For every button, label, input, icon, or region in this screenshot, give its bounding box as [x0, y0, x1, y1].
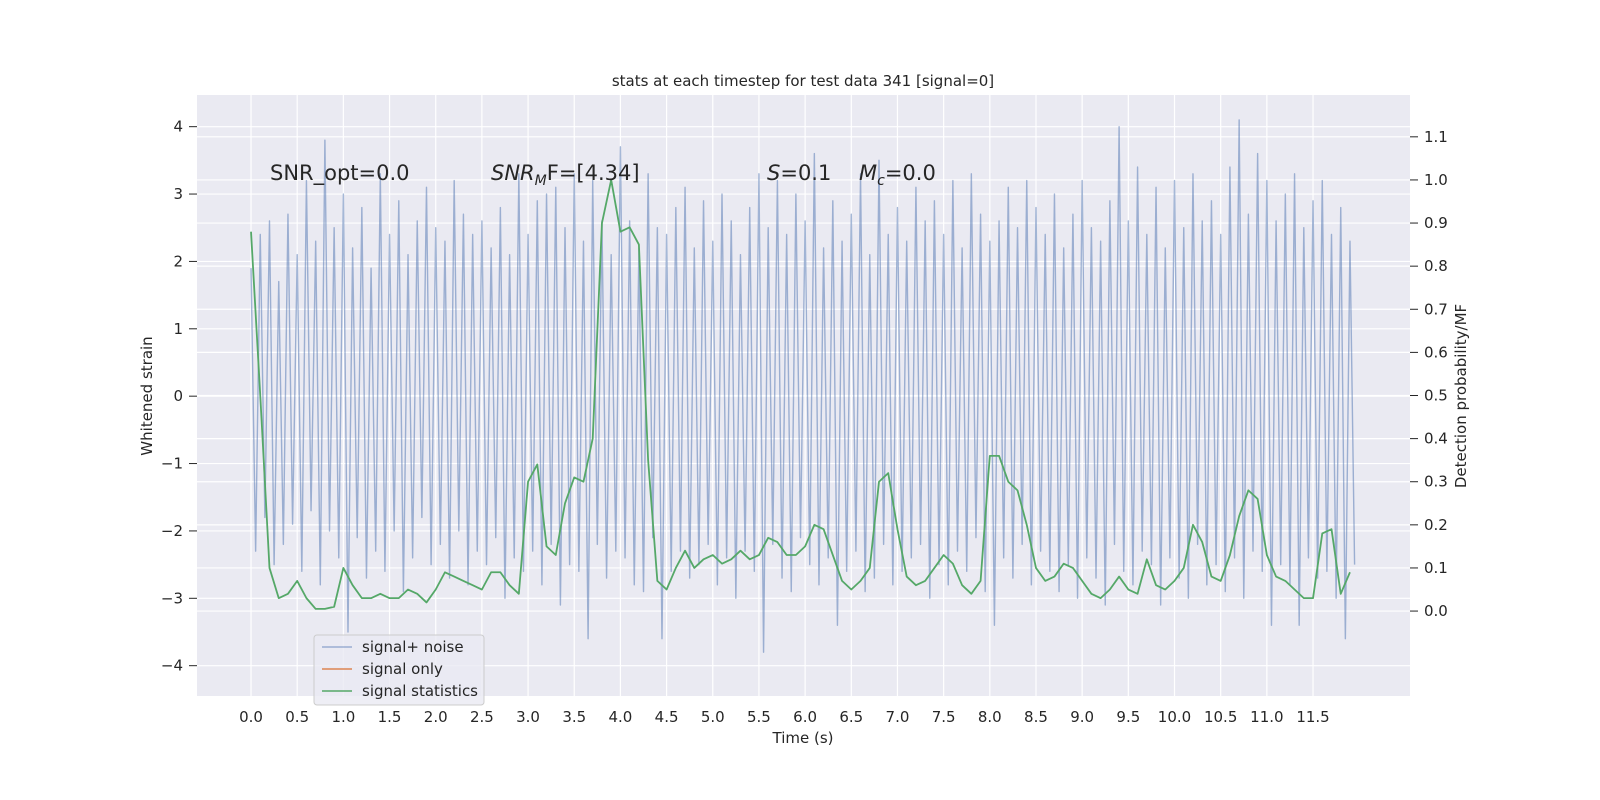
chart-title: stats at each timestep for test data 341…: [612, 72, 994, 90]
x-tick-label: 0.5: [285, 708, 309, 726]
x-tick-label: 5.0: [701, 708, 725, 726]
series-line: [250, 179, 1351, 610]
x-tick-label: 3.5: [562, 708, 586, 726]
x-tick-label: 8.5: [1024, 708, 1048, 726]
x-tick-label: 5.5: [747, 708, 771, 726]
annotation-tail: =0.1: [780, 161, 831, 185]
annotation-sub: M: [535, 173, 547, 189]
y2-tick-label: 0.0: [1424, 602, 1448, 620]
annotation-tail: F=[4.34]: [547, 161, 640, 185]
y-axis-label: Whitened strain: [138, 336, 156, 455]
x-tick-label: 6.0: [793, 708, 817, 726]
legend-label: signal only: [362, 660, 443, 678]
annotation-main: M: [859, 161, 877, 185]
x-tick-label: 9.0: [1070, 708, 1094, 726]
y2-tick-label: 0.2: [1424, 516, 1448, 534]
y2-tick-label: 0.8: [1424, 257, 1448, 275]
legend-label: signal+ noise: [362, 638, 464, 656]
annotation-sub: c: [877, 173, 885, 189]
y-tick-label: 2: [173, 252, 183, 270]
y2-tick-label: 0.3: [1424, 473, 1448, 491]
x-tick-label: 4.5: [655, 708, 679, 726]
x-tick-label: 7.5: [932, 708, 956, 726]
y2-tick-label: 0.9: [1424, 214, 1448, 232]
legend-box: [313, 634, 485, 706]
annotation-tail: =0.0: [885, 161, 936, 185]
y2-tick-label: 0.1: [1424, 559, 1448, 577]
x-tick-label: 1.0: [331, 708, 355, 726]
series-line: [250, 119, 1356, 653]
x-tick-label: 10.0: [1158, 708, 1191, 726]
x-tick-label: 9.5: [1116, 708, 1140, 726]
y2-tick-label: 1.1: [1424, 128, 1448, 146]
x-tick-label: 4.0: [608, 708, 632, 726]
y-tick-label: 3: [173, 185, 183, 203]
annotation-main: SNR_opt=0.0: [270, 161, 410, 186]
y-tick-label: 1: [173, 320, 183, 338]
x-tick-label: 10.5: [1204, 708, 1237, 726]
x-tick-label: 6.5: [839, 708, 863, 726]
y-tick-label: −2: [161, 522, 183, 540]
annotation-main: S: [767, 161, 780, 185]
annotation: SNRMF=[4.34]: [491, 161, 640, 189]
x-tick-label: 3.0: [516, 708, 540, 726]
x-tick-label: 11.5: [1296, 708, 1329, 726]
y2-axis-label: Detection probability/MF: [1452, 304, 1470, 488]
y-tick-label: −4: [161, 657, 183, 675]
y2-tick-label: 0.5: [1424, 387, 1448, 405]
annotation: Mc=0.0: [859, 161, 936, 189]
x-tick-label: 7.0: [886, 708, 910, 726]
x-tick-label: 1.5: [378, 708, 402, 726]
y2-tick-label: 0.7: [1424, 300, 1448, 318]
y-tick-label: 4: [173, 118, 183, 136]
x-tick-label: 2.0: [424, 708, 448, 726]
x-tick-label: 8.0: [978, 708, 1002, 726]
x-tick-label: 0.0: [239, 708, 263, 726]
y-tick-label: −3: [161, 589, 183, 607]
y2-tick-label: 0.6: [1424, 343, 1448, 361]
y-tick-label: −1: [161, 455, 183, 473]
y2-tick-label: 1.0: [1424, 171, 1448, 189]
annotation: S=0.1: [767, 161, 831, 185]
annotation: SNR_opt=0.0: [270, 161, 410, 186]
y2-tick-label: 0.4: [1424, 430, 1448, 448]
y-tick-label: 0: [173, 387, 183, 405]
x-tick-label: 2.5: [470, 708, 494, 726]
x-tick-label: 11.0: [1250, 708, 1283, 726]
x-axis-label: Time (s): [772, 729, 834, 747]
annotation-main: SNR: [491, 161, 535, 185]
legend-label: signal statistics: [362, 682, 478, 700]
